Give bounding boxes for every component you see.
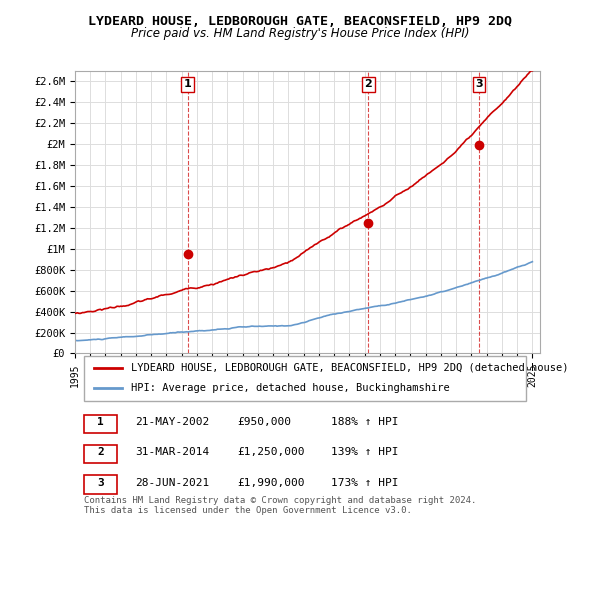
FancyBboxPatch shape bbox=[84, 415, 117, 433]
Text: HPI: Average price, detached house, Buckinghamshire: HPI: Average price, detached house, Buck… bbox=[131, 383, 449, 393]
Text: 31-MAR-2014: 31-MAR-2014 bbox=[136, 447, 210, 457]
Text: LYDEARD HOUSE, LEDBOROUGH GATE, BEACONSFIELD, HP9 2DQ (detached house): LYDEARD HOUSE, LEDBOROUGH GATE, BEACONSF… bbox=[131, 363, 568, 373]
Text: 1: 1 bbox=[97, 417, 104, 427]
Text: 3: 3 bbox=[97, 478, 104, 488]
Text: Price paid vs. HM Land Registry's House Price Index (HPI): Price paid vs. HM Land Registry's House … bbox=[131, 27, 469, 40]
Text: 2: 2 bbox=[365, 79, 373, 89]
Text: Contains HM Land Registry data © Crown copyright and database right 2024.
This d: Contains HM Land Registry data © Crown c… bbox=[84, 496, 476, 516]
Text: 3: 3 bbox=[475, 79, 482, 89]
Text: 188% ↑ HPI: 188% ↑ HPI bbox=[331, 417, 398, 427]
Text: 28-JUN-2021: 28-JUN-2021 bbox=[136, 478, 210, 488]
Text: £1,990,000: £1,990,000 bbox=[238, 478, 305, 488]
Text: 139% ↑ HPI: 139% ↑ HPI bbox=[331, 447, 398, 457]
Text: LYDEARD HOUSE, LEDBOROUGH GATE, BEACONSFIELD, HP9 2DQ: LYDEARD HOUSE, LEDBOROUGH GATE, BEACONSF… bbox=[88, 15, 512, 28]
FancyBboxPatch shape bbox=[84, 476, 117, 494]
Text: £950,000: £950,000 bbox=[238, 417, 292, 427]
Text: 21-MAY-2002: 21-MAY-2002 bbox=[136, 417, 210, 427]
FancyBboxPatch shape bbox=[84, 445, 117, 463]
Text: 1: 1 bbox=[184, 79, 191, 89]
Text: 2: 2 bbox=[97, 447, 104, 457]
Text: £1,250,000: £1,250,000 bbox=[238, 447, 305, 457]
FancyBboxPatch shape bbox=[84, 356, 526, 401]
Text: 173% ↑ HPI: 173% ↑ HPI bbox=[331, 478, 398, 488]
